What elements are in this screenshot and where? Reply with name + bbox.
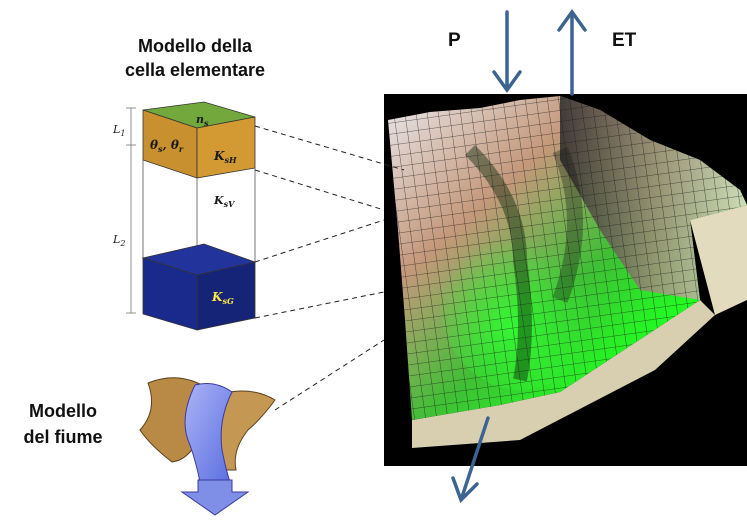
outflow-arrow bbox=[451, 416, 490, 504]
cell-model-title-line1: Modello della bbox=[137, 36, 252, 56]
terrain-panel bbox=[384, 94, 747, 466]
l1-label: L1 bbox=[112, 123, 125, 138]
ksh-label: KsH bbox=[213, 149, 237, 165]
terrain-mesh bbox=[388, 96, 747, 420]
river-channel-water bbox=[184, 383, 233, 483]
river-model-title-line1: Modello bbox=[29, 401, 97, 421]
river-model-title-line2: del fiume bbox=[23, 427, 103, 447]
cell-column: L1 L2 ns θs, θr KsH KsV KsG bbox=[112, 101, 257, 331]
ksg-label: KsG bbox=[211, 290, 234, 306]
l2-label: L2 bbox=[112, 233, 125, 248]
evapotranspiration-label: ET bbox=[612, 30, 637, 51]
connector-lines bbox=[254, 125, 405, 411]
river-model-illustration bbox=[139, 377, 276, 516]
terrain-side-right bbox=[690, 205, 747, 315]
precipitation-label: P bbox=[448, 30, 461, 51]
river-model-title: Modello del fiume bbox=[8, 398, 118, 450]
theta-label: θs, θr bbox=[150, 138, 184, 154]
cell-model-title-line2: cella elementare bbox=[124, 60, 266, 80]
river-outflow-arrow bbox=[180, 479, 250, 516]
cell-model-title: Modello della cella elementare bbox=[100, 34, 290, 82]
terrain-side-front bbox=[412, 300, 715, 448]
evapotranspiration-arrow bbox=[557, 9, 587, 96]
top-ns-label: ns bbox=[196, 113, 209, 128]
ksv-label: KsV bbox=[213, 194, 235, 209]
river-bank-left bbox=[139, 377, 201, 463]
precipitation-arrow bbox=[492, 10, 522, 93]
